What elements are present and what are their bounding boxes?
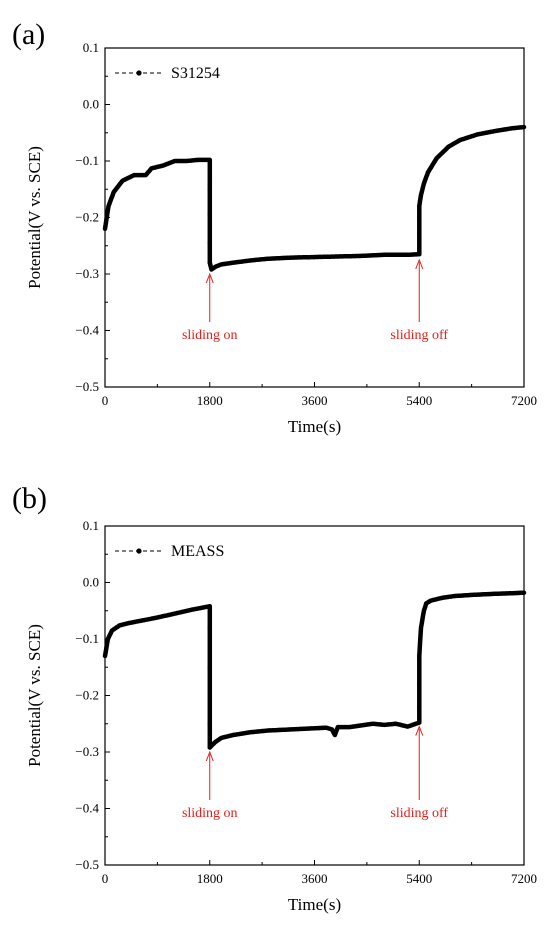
panel-a-annotation-label: sliding on — [182, 328, 238, 343]
panel-b-y-tick-label: 0.1 — [83, 518, 99, 533]
panel-a-x-tick-label: 7200 — [511, 393, 537, 408]
panel-a-x-axis-title: Time(s) — [288, 417, 341, 436]
panel-b-legend-marker — [136, 548, 142, 554]
panel-b-y-tick-label: −0.5 — [75, 857, 99, 872]
panel-a-y-tick-label: −0.3 — [75, 266, 99, 281]
panel-b-annotation-label: sliding on — [182, 806, 238, 821]
panel-b-x-axis-title: Time(s) — [288, 895, 341, 914]
panel-a-y-tick-label: 0.1 — [83, 40, 99, 55]
panel-b-plot-frame — [104, 525, 525, 866]
panel-b-y-tick-label: −0.4 — [75, 801, 99, 816]
panel-a-data-point — [207, 212, 212, 217]
panel-b-y-tick-label: 0.0 — [83, 575, 99, 590]
panel-b-legend-label: MEASS — [171, 543, 224, 560]
panel-a-series-line — [102, 124, 527, 272]
panel-b-x-tick-label: 3600 — [302, 871, 328, 886]
panel-a-data-point — [207, 240, 212, 246]
panel-a-annotation-arrowhead — [415, 258, 424, 270]
panel-a-data-point — [207, 260, 212, 265]
panel-a-x-tick-label: 5400 — [406, 393, 432, 408]
panel-b-y-tick-label: −0.1 — [75, 631, 99, 646]
panel-a-y-tick-label: −0.4 — [75, 323, 99, 338]
panel-b-data-point — [417, 704, 422, 709]
panel-a-annotation-label: sliding off — [390, 328, 448, 343]
panel-b-data-point — [207, 721, 212, 726]
panel-a-annotation-arrowhead — [205, 272, 214, 284]
panel-b-data-point — [417, 682, 422, 687]
panel-b-data-point — [417, 653, 422, 659]
panel-b-y-tick-label: −0.3 — [75, 744, 99, 759]
panel-a-x-tick-label: 1800 — [197, 393, 223, 408]
panel-a-label: (a) — [12, 18, 45, 51]
panel-b-y-tick-label: −0.2 — [75, 688, 99, 703]
panel-a-plot-frame — [104, 47, 525, 388]
panel-b-label: (b) — [12, 482, 47, 515]
panel-b-annotation-arrowhead — [205, 750, 214, 762]
panel-b-series-line — [102, 590, 527, 750]
panel-b-data-point — [207, 745, 212, 750]
panel-b-y-axis-title: Potential(V vs. SCE) — [25, 624, 44, 767]
panel-a-legend-marker — [136, 70, 142, 76]
panel-b-x-tick-label: 5400 — [406, 871, 432, 886]
panel-a-data-point — [417, 215, 422, 220]
panel-b-x-tick-label: 1800 — [197, 871, 223, 886]
panel-b-data-point — [207, 665, 212, 670]
panel-a-y-tick-label: −0.2 — [75, 210, 99, 225]
panel-b-x-tick-label: 0 — [102, 871, 109, 886]
panel-a-data-point — [417, 232, 422, 237]
panel-b-annotation-label: sliding off — [390, 806, 448, 821]
panel-a-data-point — [417, 204, 422, 209]
panel-a-legend-label: S31254 — [171, 65, 220, 82]
panel-a-y-tick-label: 0.0 — [83, 97, 99, 112]
panel-a-data-point — [207, 187, 212, 192]
panel-a-y-tick-label: −0.5 — [75, 379, 99, 394]
panel-a-x-tick-label: 0 — [102, 393, 109, 408]
panel-a-y-axis-title: Potential(V vs. SCE) — [25, 146, 44, 289]
panel-b-annotation-arrowhead — [415, 725, 424, 736]
panel-b-x-tick-label: 7200 — [511, 871, 537, 886]
panel-b-data-point — [207, 625, 212, 630]
panel-a-y-tick-label: −0.1 — [75, 153, 99, 168]
panel-a-x-tick-label: 3600 — [302, 393, 328, 408]
